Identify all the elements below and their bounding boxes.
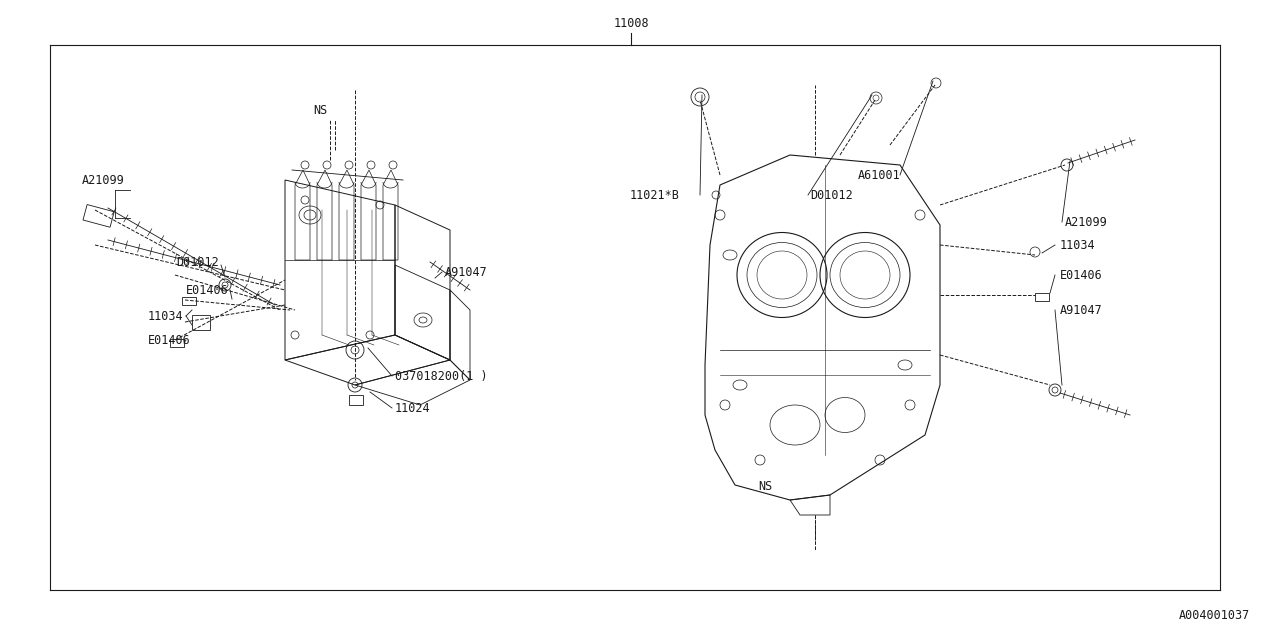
- Text: A61001: A61001: [858, 168, 901, 182]
- Text: A004001037: A004001037: [1179, 609, 1251, 622]
- Text: A91047: A91047: [445, 266, 488, 278]
- Text: 11024: 11024: [396, 401, 430, 415]
- Bar: [192, 315, 210, 330]
- Bar: [83, 205, 114, 227]
- Text: D01012: D01012: [810, 189, 852, 202]
- Text: 11034: 11034: [148, 310, 183, 323]
- Text: 11008: 11008: [613, 17, 649, 30]
- Text: E01406: E01406: [1060, 269, 1103, 282]
- Bar: [1036, 293, 1050, 301]
- Bar: [349, 395, 364, 405]
- Text: D01012: D01012: [177, 255, 219, 269]
- Bar: [170, 339, 184, 347]
- Text: A21099: A21099: [82, 173, 124, 186]
- Text: A21099: A21099: [1065, 216, 1107, 228]
- Text: NS: NS: [312, 104, 328, 116]
- Text: 037018200(1 ): 037018200(1 ): [396, 369, 488, 383]
- Bar: [182, 297, 196, 305]
- Text: 11021*B: 11021*B: [630, 189, 680, 202]
- Text: A91047: A91047: [1060, 303, 1103, 317]
- Text: 11034: 11034: [1060, 239, 1096, 252]
- Text: E01406: E01406: [186, 284, 229, 296]
- Text: NS: NS: [758, 481, 772, 493]
- Text: E01406: E01406: [148, 333, 191, 346]
